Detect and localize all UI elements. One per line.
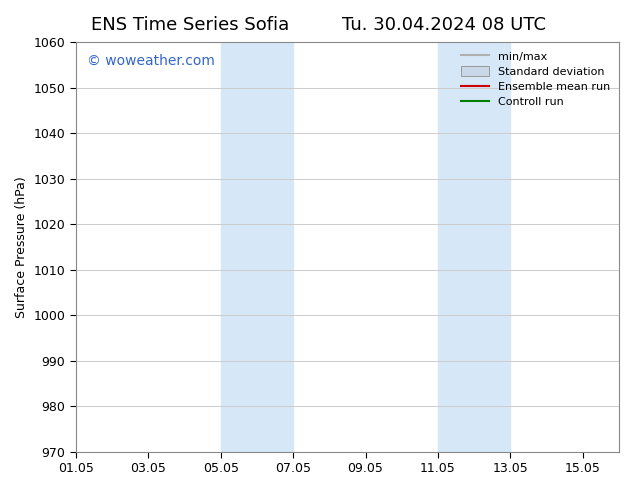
Legend: min/max, Standard deviation, Ensemble mean run, Controll run: min/max, Standard deviation, Ensemble me… <box>458 48 614 111</box>
Y-axis label: Surface Pressure (hPa): Surface Pressure (hPa) <box>15 176 28 318</box>
Bar <box>221 42 293 452</box>
Bar <box>438 42 510 452</box>
Text: ENS Time Series Sofia: ENS Time Series Sofia <box>91 16 289 34</box>
Text: Tu. 30.04.2024 08 UTC: Tu. 30.04.2024 08 UTC <box>342 16 546 34</box>
Text: © woweather.com: © woweather.com <box>87 54 214 68</box>
